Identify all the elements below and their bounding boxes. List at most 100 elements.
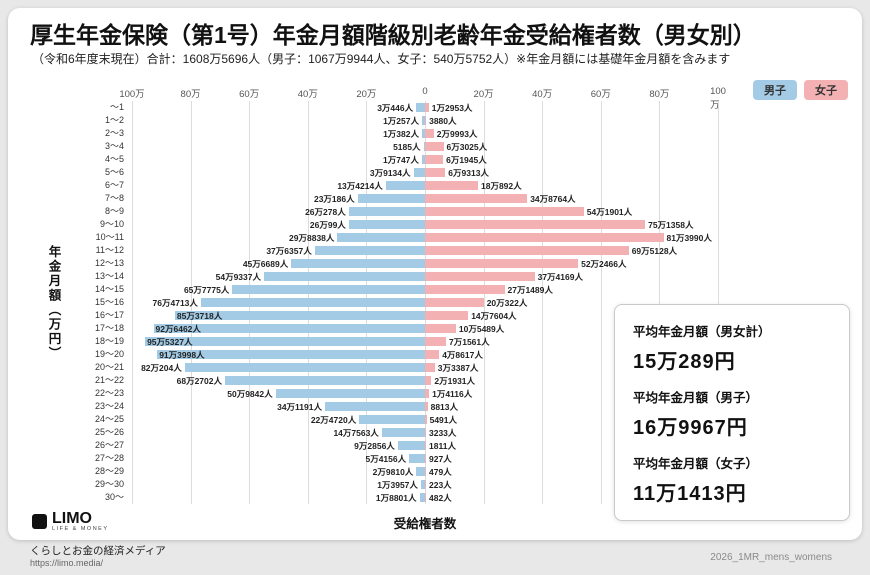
axis-tick: 40万 (532, 89, 553, 100)
gridline (600, 101, 602, 504)
female-bar (425, 285, 505, 294)
female-bar (425, 168, 446, 177)
female-bar (425, 155, 444, 164)
female-bar (425, 142, 444, 151)
category-label: 5～6 (104, 167, 124, 177)
axis-tick: 20万 (356, 89, 377, 100)
female-bar (425, 272, 535, 281)
male-value-label: 29万8838人 (289, 232, 335, 243)
female-bar (425, 116, 427, 125)
male-bar (413, 168, 425, 177)
female-value-label: 81万3990人 (666, 232, 712, 243)
pyramid-chart: 100万 80万 60万 40万 20万 0 20万 40万 60万 80万 100万 年金月額（万… (36, 86, 726, 532)
axis-tick: 0 (422, 86, 428, 97)
gridline (190, 101, 192, 504)
male-bar (325, 402, 425, 411)
male-bar (348, 207, 425, 216)
category-label: 2～3 (104, 128, 124, 138)
male-value-label: 54万9337人 (215, 271, 261, 282)
male-bar (381, 428, 425, 437)
male-value-label: 9万2856人 (354, 440, 395, 451)
female-value-label: 52万2466人 (581, 258, 627, 269)
bar-rows: 3万446人 1万2953人 1万257人 3880人 1万382人 2万9993人 518… (132, 101, 718, 504)
female-bar (425, 441, 426, 450)
female-value-label: 3233人 (429, 427, 457, 438)
category-label: 19～20 (94, 349, 124, 359)
limo-logo-text: LIMO (52, 510, 92, 527)
female-value-label: 3万3387人 (437, 362, 479, 373)
category-label: 28～29 (94, 466, 124, 476)
limo-logo-tagline: LIFE & MONEY (52, 526, 109, 532)
male-value-label: 2万9810人 (372, 466, 414, 477)
axis-tick: 20万 (473, 89, 494, 100)
chart-row: 45万6689人 52万2466人 (132, 257, 718, 270)
male-bar (422, 129, 425, 138)
chart-row: 95万5327人 7万1561人 (132, 335, 718, 348)
gridline (659, 101, 661, 504)
male-value-label: 34万1191人 (277, 401, 322, 412)
category-label: 4～5 (104, 154, 124, 164)
female-bar (425, 311, 469, 320)
female-value-label: 4万8617人 (442, 349, 483, 360)
male-bar (423, 142, 425, 151)
chart-row: 23万186人 34万8764人 (132, 192, 718, 205)
chart-row: 85万3718人 14万7604人 (132, 309, 718, 322)
male-bar (264, 272, 425, 281)
page-title: 厚生年金保険（第1号）年金月額階級別老齢年金受給権者数（男女別） (30, 22, 756, 48)
female-bar (425, 454, 426, 463)
female-bar (425, 207, 584, 216)
male-bar (397, 441, 425, 450)
male-bar (419, 493, 425, 502)
female-bar (425, 181, 478, 190)
category-label: 29～30 (94, 479, 124, 489)
male-value-label: 68万2702人 (176, 375, 222, 386)
stat-value-male: 16万9967円 (633, 417, 748, 439)
stat-value-total: 15万289円 (633, 351, 736, 373)
female-bar (425, 415, 427, 424)
stat-group: 平均年金月額（男女計） 15万289円 (633, 321, 833, 374)
category-label: 8～9 (104, 206, 124, 216)
chart-row: 92万6462人 10万5489人 (132, 322, 718, 335)
chart-row: 34万1191人 8813人 (132, 400, 718, 413)
female-bar (425, 363, 435, 372)
chart-row: 91万3998人 4万8617人 (132, 348, 718, 361)
stat-group: 平均年金月額（男子） 16万9967円 (633, 387, 833, 440)
female-value-label: 5491人 (429, 414, 458, 425)
male-value-label: 1万747人 (382, 154, 419, 165)
category-label: 14～15 (94, 284, 124, 294)
legend: 男子 女子 (753, 80, 848, 100)
female-bar (425, 389, 430, 398)
category-label: 25～26 (94, 427, 124, 437)
chart-row: 2万9810人 479人 (132, 465, 718, 478)
category-label: ～1 (109, 102, 124, 112)
axis-tick: 100万 (710, 86, 726, 111)
male-value-label: 5185人 (393, 141, 421, 152)
male-bar (232, 285, 425, 294)
axis-tick: 80万 (649, 89, 670, 100)
female-bar (425, 350, 440, 359)
category-label: 27～28 (94, 453, 124, 463)
female-value-label: 18万892人 (481, 180, 522, 191)
category-label: 10～11 (95, 232, 124, 242)
chart-row: 9万2856人 1811人 (132, 439, 718, 452)
male-value-label: 23万186人 (313, 193, 355, 204)
male-value-label: 22万4720人 (310, 414, 357, 425)
female-bar (425, 220, 646, 229)
chart-row: 22万4720人 5491人 (132, 413, 718, 426)
male-value-label: 76万4713人 (152, 297, 198, 308)
chart-row: 50万9842人 1万4116人 (132, 387, 718, 400)
axis-tick: 100万 (119, 89, 145, 100)
stat-value-female: 11万1413円 (633, 483, 747, 505)
category-label: 12～13 (94, 258, 124, 268)
female-value-label: 37万4169人 (537, 271, 583, 282)
female-value-label: 6万1945人 (446, 154, 487, 165)
male-value-label: 14万7563人 (333, 427, 379, 438)
category-label: 16～17 (94, 310, 124, 320)
male-bar (420, 480, 425, 489)
male-bar (416, 103, 425, 112)
female-value-label: 2万9993人 (436, 128, 478, 139)
female-value-label: 75万1358人 (648, 219, 694, 230)
female-value-label: 482人 (429, 492, 452, 503)
limo-logo-icon (32, 514, 47, 529)
female-value-label: 6万9313人 (448, 167, 489, 178)
